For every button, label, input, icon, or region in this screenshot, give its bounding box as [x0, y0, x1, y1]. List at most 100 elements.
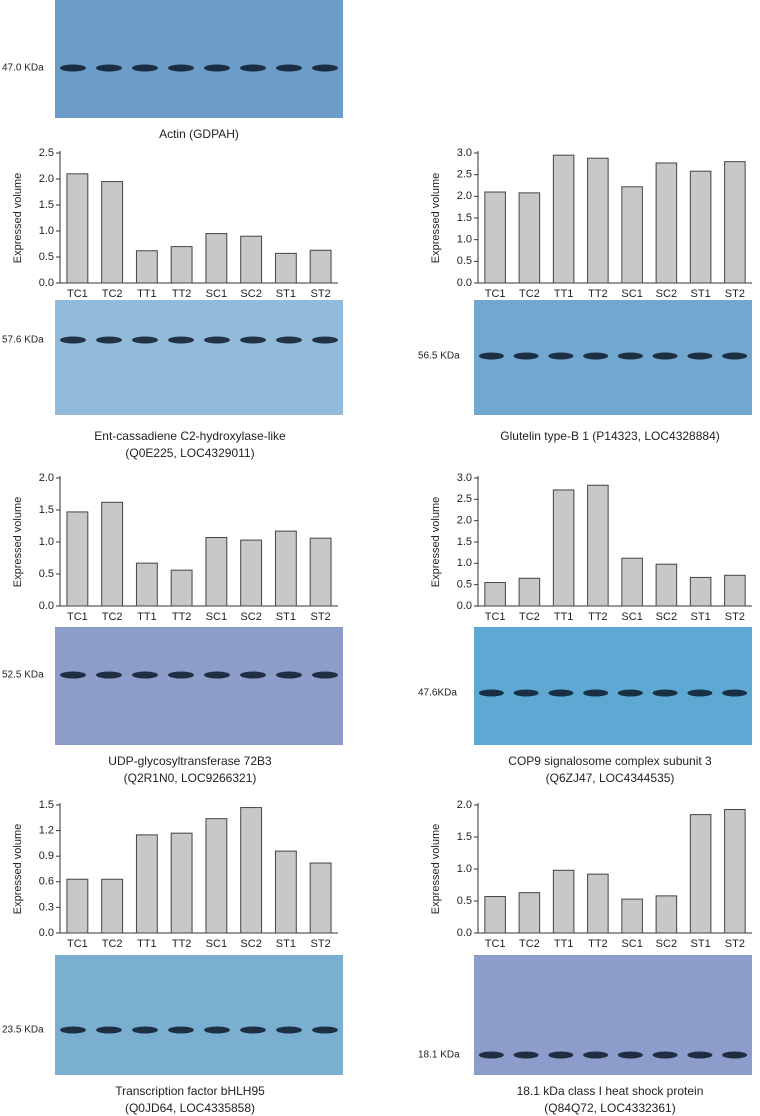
blot-band [60, 671, 86, 679]
y-tick-label: 2.0 [39, 472, 54, 484]
bar [655, 563, 678, 607]
bar [240, 235, 263, 284]
x-tick-label: SC2 [656, 938, 677, 950]
bar [135, 834, 158, 934]
blot-band [583, 689, 609, 697]
blot-band [240, 671, 266, 679]
y-axis-label: Expressed volume [12, 173, 24, 264]
y-tick-label: 1.5 [457, 536, 472, 548]
blot-band [132, 671, 158, 679]
blot-band [204, 336, 230, 344]
y-tick-label: 1.5 [39, 199, 54, 211]
x-tick-label: TC1 [67, 288, 88, 300]
y-tick-label: 2.5 [457, 169, 472, 181]
x-tick-label: ST1 [691, 938, 711, 950]
blot-size-label: 23.5 KDa [2, 1025, 44, 1036]
western-blot [55, 300, 343, 415]
bar [621, 186, 643, 284]
x-tick-label: TT2 [588, 938, 608, 950]
blot-band [687, 1051, 713, 1059]
x-tick-label: ST2 [725, 611, 745, 623]
x-tick-label: SC1 [206, 288, 227, 300]
blot-band [478, 352, 504, 360]
x-tick-label: TT1 [137, 938, 157, 950]
blot-band [168, 336, 194, 344]
caption: (Q0JD64, LOC4335858) [125, 1101, 255, 1115]
blot-band [617, 1051, 643, 1059]
x-tick-label: SC1 [621, 938, 642, 950]
blot-band [60, 336, 86, 344]
blot-band [548, 689, 574, 697]
y-tick-label: 0.0 [457, 600, 472, 612]
x-tick-label: SC1 [206, 938, 227, 950]
blot-band [240, 1026, 266, 1034]
y-tick-label: 0.5 [457, 579, 472, 591]
bar [66, 173, 89, 284]
blot-band [513, 689, 539, 697]
blot-band [204, 671, 230, 679]
y-tick-label: 0.3 [39, 901, 54, 913]
y-tick-label: 3.0 [457, 472, 472, 484]
bar [587, 873, 609, 934]
blot-band [276, 1026, 302, 1034]
blot-band [617, 352, 643, 360]
x-tick-label: ST1 [276, 611, 296, 623]
bar [66, 511, 89, 607]
blot-band [240, 64, 266, 72]
x-tick-label: TT2 [588, 288, 608, 300]
blot-band [583, 352, 609, 360]
bar [621, 898, 643, 934]
caption: Transcription factor bHLH95 [115, 1084, 265, 1098]
x-tick-label: SC1 [621, 611, 642, 623]
bar [170, 246, 193, 284]
caption: (Q84Q72, LOC4332361) [544, 1101, 675, 1115]
y-tick-label: 0.6 [39, 876, 54, 888]
caption: Ent-cassadiene C2-hydroxylase-like [94, 429, 286, 443]
y-tick-label: 1.5 [39, 799, 54, 811]
bar [689, 576, 712, 607]
blot-band [276, 64, 302, 72]
blot-band [478, 1051, 504, 1059]
bar [552, 489, 575, 607]
x-tick-label: ST2 [725, 288, 745, 300]
bar [655, 162, 678, 284]
bar [518, 577, 541, 607]
x-tick-label: TT1 [137, 288, 157, 300]
blot-band [204, 64, 230, 72]
blot-band [652, 1051, 678, 1059]
bar [655, 895, 678, 934]
blot-band [687, 352, 713, 360]
bar [621, 557, 643, 607]
y-tick-label: 2.0 [457, 190, 472, 202]
bar [205, 818, 228, 934]
y-axis-label: Expressed volume [430, 497, 442, 588]
blot-band [132, 1026, 158, 1034]
x-tick-label: ST2 [311, 938, 331, 950]
blot-band [60, 64, 86, 72]
caption: Glutelin type-B 1 (P14323, LOC4328884) [500, 429, 719, 443]
blot-band [168, 671, 194, 679]
blot-band [722, 352, 748, 360]
bar [240, 539, 263, 607]
x-tick-label: TC2 [102, 938, 123, 950]
blot-band [204, 1026, 230, 1034]
caption: 18.1 kDa class I heat shock protein [517, 1084, 704, 1098]
bar [135, 562, 158, 607]
y-axis-label: Expressed volume [430, 173, 442, 264]
bar [724, 574, 746, 607]
bar [274, 530, 297, 607]
blot-band [132, 336, 158, 344]
bar [484, 896, 506, 934]
blot-band [722, 1051, 748, 1059]
y-tick-label: 0.5 [457, 895, 472, 907]
y-tick-label: 1.0 [457, 863, 472, 875]
y-tick-label: 0.0 [39, 277, 54, 289]
x-tick-label: ST1 [691, 611, 711, 623]
blot-band [478, 689, 504, 697]
y-tick-label: 0.0 [457, 277, 472, 289]
x-tick-label: TC2 [102, 288, 123, 300]
bar [170, 569, 193, 607]
caption: (Q6ZJ47, LOC4344535) [546, 771, 675, 785]
blot-band [96, 671, 122, 679]
